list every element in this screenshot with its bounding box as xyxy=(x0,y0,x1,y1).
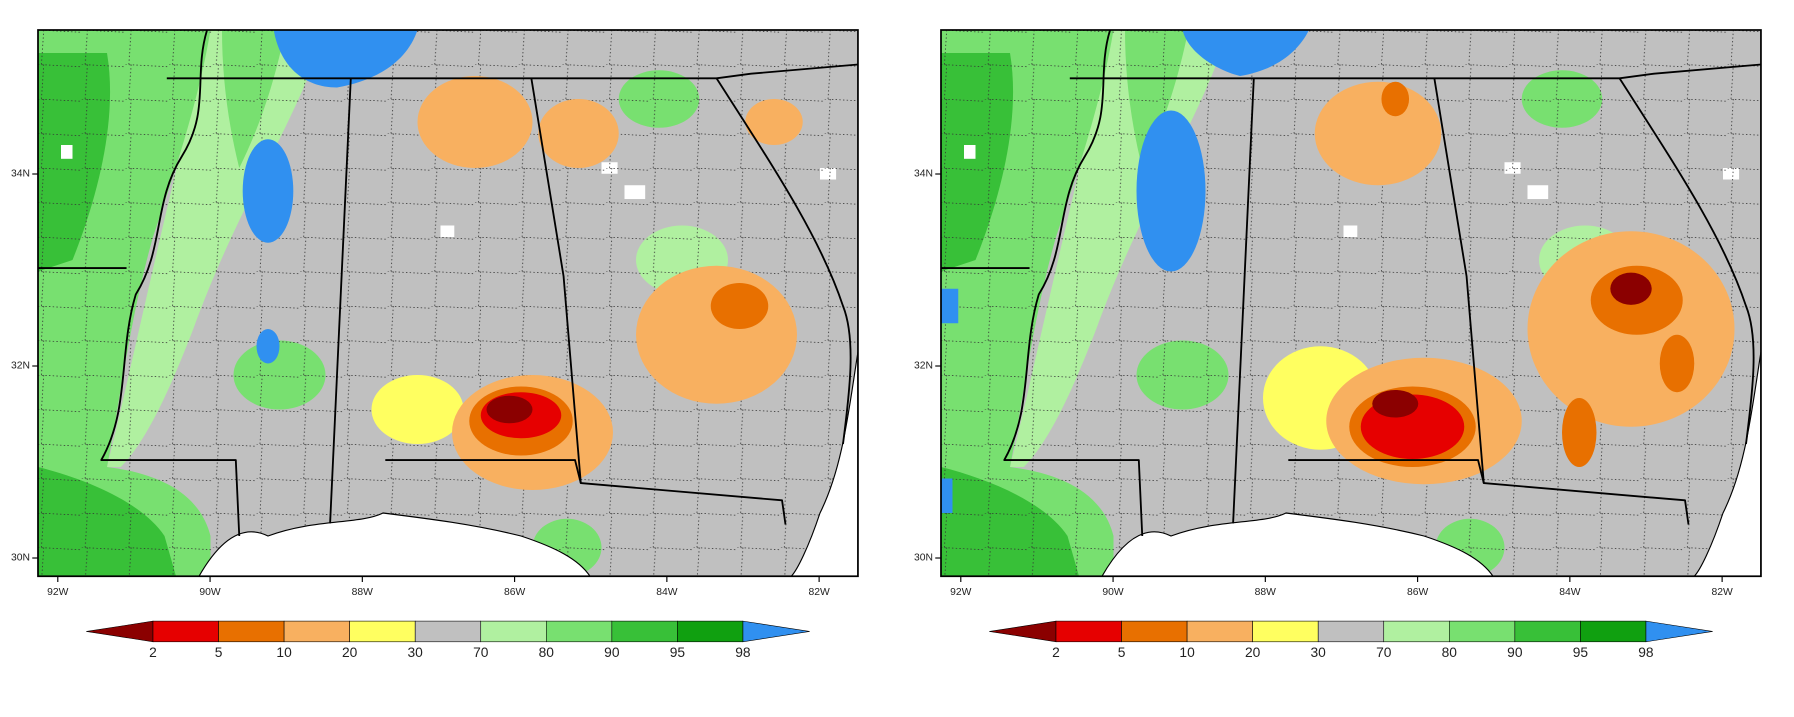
colorbar-over xyxy=(1645,620,1713,643)
colorbar-label: 10 xyxy=(276,645,292,660)
colorbar-label: 20 xyxy=(342,645,358,660)
x-tick-label: 86W xyxy=(504,587,526,598)
colorbar-label: 5 xyxy=(215,645,223,660)
colorbar-label: 98 xyxy=(735,645,751,660)
colorbar-segment xyxy=(1252,620,1319,643)
colorbar-label: 80 xyxy=(1442,645,1458,660)
y-tick-label: 34N xyxy=(914,169,933,180)
colorbar-segment xyxy=(480,620,547,643)
colorbar-segment xyxy=(1449,620,1516,643)
colorbar-label: 90 xyxy=(1507,645,1523,660)
colorbar-label: 30 xyxy=(408,645,424,660)
colorbar-label: 5 xyxy=(1118,645,1126,660)
colorbar-segment xyxy=(1121,620,1188,643)
colorbar-segment xyxy=(1317,620,1385,643)
map-field xyxy=(38,30,858,577)
colorbar-segment xyxy=(283,620,350,643)
colorbar-segment xyxy=(414,620,482,643)
y-tick-label: 32N xyxy=(914,361,933,372)
colorbar-segment xyxy=(611,620,678,643)
x-tick-label: 92W xyxy=(47,587,69,598)
x-tick-label: 92W xyxy=(950,587,972,598)
y-tick-label: 30N xyxy=(914,553,933,564)
map-panel: 92W 90W 88W 86W 84W 82W 34N 32N 30N 2 5 10 20 30 70 80 9… xyxy=(914,29,1762,660)
colorbar-segment xyxy=(1514,620,1581,643)
x-tick-label: 88W xyxy=(352,587,374,598)
y-tick-label: 34N xyxy=(11,169,30,180)
colorbar-label: 70 xyxy=(1376,645,1392,660)
colorbar-segment xyxy=(546,620,613,643)
x-tick-label: 84W xyxy=(1559,587,1581,598)
colorbar-label: 95 xyxy=(670,645,686,660)
colorbar-segment xyxy=(1055,620,1122,643)
y-tick-label: 32N xyxy=(11,361,30,372)
colorbar-segment xyxy=(1580,620,1647,643)
x-tick-label: 88W xyxy=(1255,587,1277,598)
map-frame xyxy=(940,29,1762,578)
x-tick-label: 82W xyxy=(1711,587,1733,598)
colorbar-label: 10 xyxy=(1179,645,1195,660)
y-tick-label: 30N xyxy=(11,553,30,564)
colorbar-label: 70 xyxy=(473,645,489,660)
colorbar-segment xyxy=(677,620,744,643)
colorbar-under xyxy=(989,620,1057,643)
colorbar-under xyxy=(86,620,154,643)
colorbar-label: 98 xyxy=(1638,645,1654,660)
colorbar-segment xyxy=(1186,620,1253,643)
x-tick-label: 86W xyxy=(1407,587,1429,598)
map-field xyxy=(941,30,1761,577)
x-tick-label: 84W xyxy=(656,587,678,598)
colorbar-label: 2 xyxy=(149,645,157,660)
colorbar-segment xyxy=(152,620,219,643)
map-panel: 92W 90W 88W 86W 84W 82W 34N 32N 30N 2 5 10 20 30 70 80 9… xyxy=(11,29,859,660)
map-frame xyxy=(37,29,859,578)
x-tick-label: 82W xyxy=(808,587,830,598)
colorbar-label: 90 xyxy=(604,645,620,660)
colorbar-label: 20 xyxy=(1245,645,1261,660)
colorbar-over xyxy=(742,620,810,643)
x-tick-label: 90W xyxy=(1102,587,1124,598)
colorbar-label: 95 xyxy=(1573,645,1589,660)
colorbar-segment xyxy=(1383,620,1450,643)
colorbar-label: 2 xyxy=(1052,645,1060,660)
colorbar-segment xyxy=(218,620,285,643)
x-tick-label: 90W xyxy=(199,587,221,598)
colorbar-label: 30 xyxy=(1311,645,1327,660)
colorbar-segment xyxy=(349,620,416,643)
colorbar-label: 80 xyxy=(539,645,555,660)
